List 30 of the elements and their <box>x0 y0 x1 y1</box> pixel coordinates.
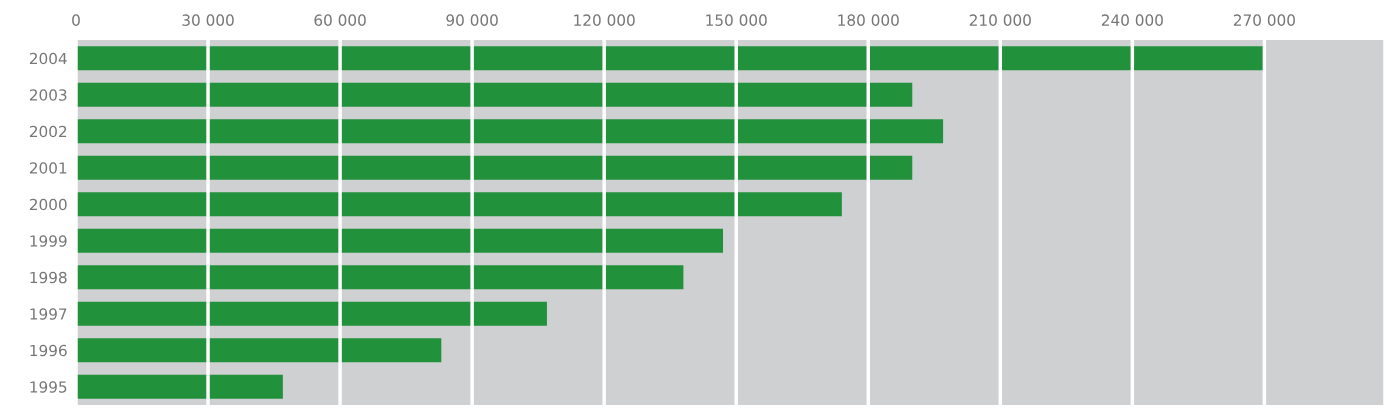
bar <box>76 301 547 326</box>
y-tick-label: 1998 <box>30 271 67 284</box>
y-tick-label: 1996 <box>30 344 67 357</box>
x-tick-label: 90 000 <box>446 14 498 26</box>
x-tick-label: 30 000 <box>182 14 234 26</box>
bar <box>76 119 944 144</box>
bar <box>76 82 913 107</box>
x-tick-label: 270 000 <box>1233 14 1295 26</box>
x-tick-label: 210 000 <box>969 14 1031 26</box>
bar <box>76 338 442 363</box>
x-tick-label: 240 000 <box>1101 14 1163 26</box>
bar <box>76 228 724 253</box>
y-tick-label: 2001 <box>29 162 67 174</box>
y-tick-label: 2002 <box>29 125 67 138</box>
x-tick-label: 150 000 <box>706 14 767 26</box>
bar <box>76 265 684 290</box>
bar <box>76 155 913 180</box>
x-tick-label: 180 000 <box>838 14 899 26</box>
y-tick-label: 1999 <box>30 235 67 247</box>
y-tick-label: 1995 <box>30 381 67 393</box>
bar <box>76 374 283 399</box>
y-tick-label: 2003 <box>29 89 67 101</box>
bar <box>76 192 842 217</box>
x-tick-label: 120 000 <box>574 14 635 26</box>
y-tick-label: 2000 <box>29 198 67 211</box>
bar <box>76 46 1265 71</box>
x-tick-label: 60 000 <box>314 14 366 26</box>
y-tick-label: 2004 <box>29 52 67 65</box>
x-tick-label: 0 <box>72 14 80 26</box>
y-tick-label: 1997 <box>30 308 67 320</box>
